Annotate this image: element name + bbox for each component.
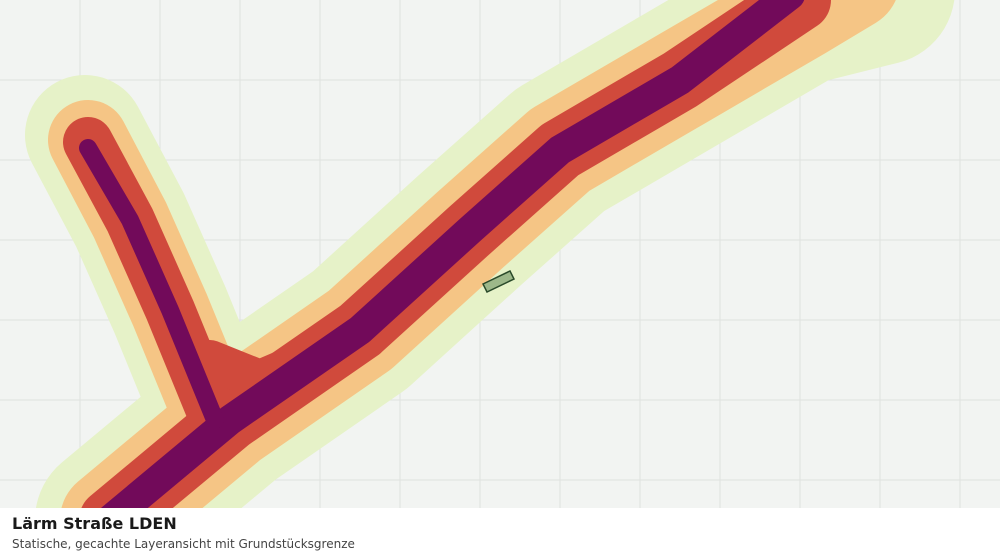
parcel-boundary: [481, 270, 516, 293]
layer-subtitle: Statische, gecachte Layeransicht mit Gru…: [12, 537, 355, 551]
noise-bands: [25, 0, 954, 508]
caption: Lärm Straße LDEN Statische, gecachte Lay…: [0, 508, 1000, 560]
noise-map: [0, 0, 1000, 508]
band-purple: [79, 0, 805, 508]
layer-title: Lärm Straße LDEN: [12, 514, 177, 533]
